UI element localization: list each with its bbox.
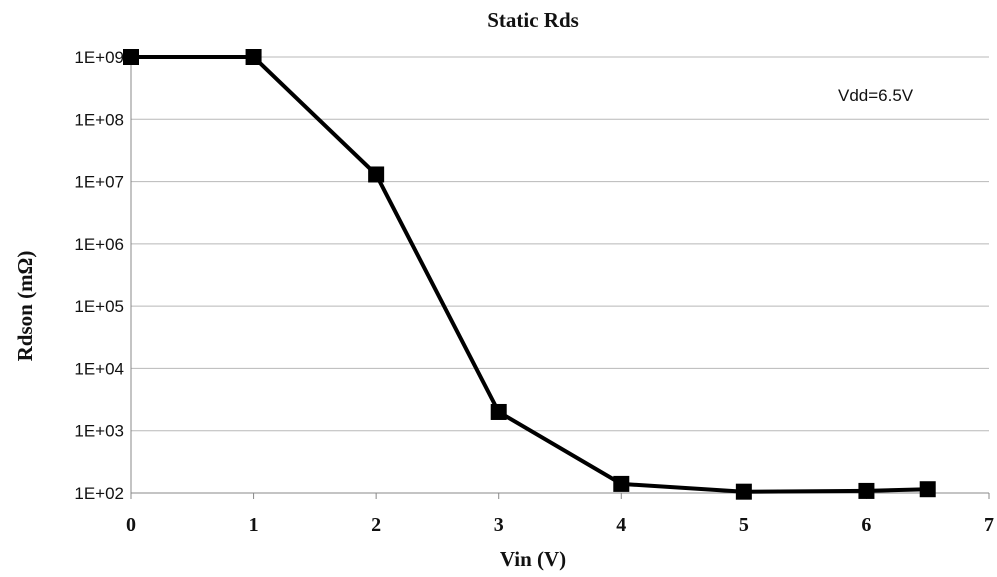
- data-point: [735, 483, 752, 500]
- data-point: [368, 166, 385, 183]
- x-tick-label: 3: [494, 514, 504, 536]
- data-point: [858, 482, 875, 499]
- data-point: [613, 475, 630, 492]
- data-point: [919, 481, 936, 498]
- y-tick-label: 1E+08: [74, 110, 124, 129]
- series-line: [131, 55, 928, 494]
- chart-title: Static Rds: [487, 8, 579, 32]
- data-point: [245, 49, 262, 65]
- x-tick-labels: 0 1 2 3 4 5 6 7: [126, 514, 994, 536]
- annotation-vdd: Vdd=6.5V: [838, 86, 914, 105]
- grid-lines: [131, 56, 989, 432]
- y-tick-label: 1E+06: [74, 235, 124, 254]
- y-tick-label: 1E+05: [74, 297, 124, 316]
- y-axis-title: Rdson (mΩ): [13, 251, 37, 362]
- x-tick-label: 2: [371, 514, 381, 536]
- x-tick-label: 7: [984, 514, 994, 536]
- x-tick-label: 6: [861, 514, 871, 536]
- y-tick-label: 1E+02: [74, 484, 124, 503]
- axes: [130, 57, 990, 499]
- x-axis-title: Vin (V): [500, 547, 566, 571]
- y-tick-label: 1E+04: [74, 359, 124, 378]
- x-tick-label: 1: [249, 514, 259, 536]
- x-tick-label: 5: [739, 514, 749, 536]
- data-point: [123, 49, 139, 65]
- x-tick-label: 4: [616, 514, 626, 536]
- y-tick-label: 1E+07: [74, 173, 124, 192]
- data-point: [490, 403, 507, 420]
- x-tick-label: 0: [126, 514, 136, 536]
- y-tick-label: 1E+03: [74, 422, 124, 441]
- y-tick-labels: 1E+02 1E+03 1E+04 1E+05 1E+06 1E+07 1E+08 1E+09: [74, 48, 124, 503]
- y-tick-label: 1E+09: [74, 48, 124, 67]
- data-series: [123, 49, 936, 500]
